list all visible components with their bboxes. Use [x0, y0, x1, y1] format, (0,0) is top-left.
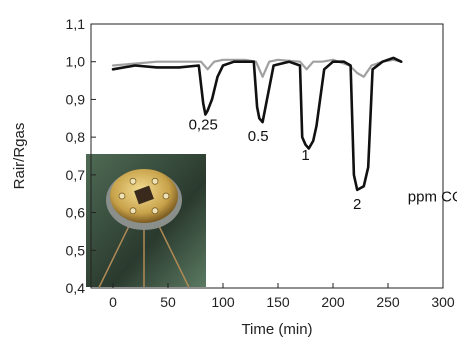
y-tick-label: 0,5: [66, 242, 86, 258]
y-tick-label: 0,6: [66, 205, 86, 221]
series-line-black: [111, 56, 403, 192]
y-tick-label: 1,1: [66, 16, 86, 32]
x-tick-label: 100: [211, 294, 235, 310]
sensor-pin: [162, 192, 170, 200]
sensor-lead-wire: [98, 223, 131, 288]
concentration-label: 2: [353, 196, 361, 213]
concentration-label: 0.5: [248, 128, 269, 145]
series-line-gray: [111, 58, 403, 78]
sensor-pin: [151, 177, 159, 185]
y-axis: 0,4 0,5 0,6 0,7 0,8 0,9 1,0 1,1: [66, 16, 96, 296]
sensor-pin: [118, 192, 126, 200]
concentration-label: 1: [301, 147, 309, 164]
annotations: 0,25 0.5 1 2 ppm CO: [189, 117, 457, 213]
y-axis-label: Rair/Rgas: [11, 123, 28, 190]
series-layer: [111, 56, 403, 192]
inset-photo: [86, 154, 206, 288]
y-tick-label: 0,7: [66, 167, 86, 183]
y-tick-label: 1,0: [66, 54, 86, 70]
y-tick-label: 0,4: [66, 280, 86, 296]
sensor-pin: [151, 207, 159, 215]
x-tick-label: 300: [431, 294, 455, 310]
x-tick-label: 200: [321, 294, 345, 310]
x-tick-label: 150: [266, 294, 290, 310]
unit-annotation: ppm CO: [408, 188, 457, 205]
concentration-label: 0,25: [189, 117, 218, 134]
sensor-pin: [129, 207, 137, 215]
y-tick-label: 0,8: [66, 129, 86, 145]
x-axis: 0 50 100 150 200 250 300: [109, 283, 455, 310]
x-axis-label: Time (min): [241, 321, 312, 338]
x-tick-label: 250: [376, 294, 400, 310]
x-tick-label: 0: [109, 294, 117, 310]
sensor-pin: [129, 177, 137, 185]
plot-frame: [90, 23, 444, 289]
x-tick-label: 50: [160, 294, 176, 310]
sensor-lead-wire: [157, 223, 190, 288]
sensor-chip: [134, 185, 154, 205]
y-tick-label: 0,9: [66, 91, 86, 107]
